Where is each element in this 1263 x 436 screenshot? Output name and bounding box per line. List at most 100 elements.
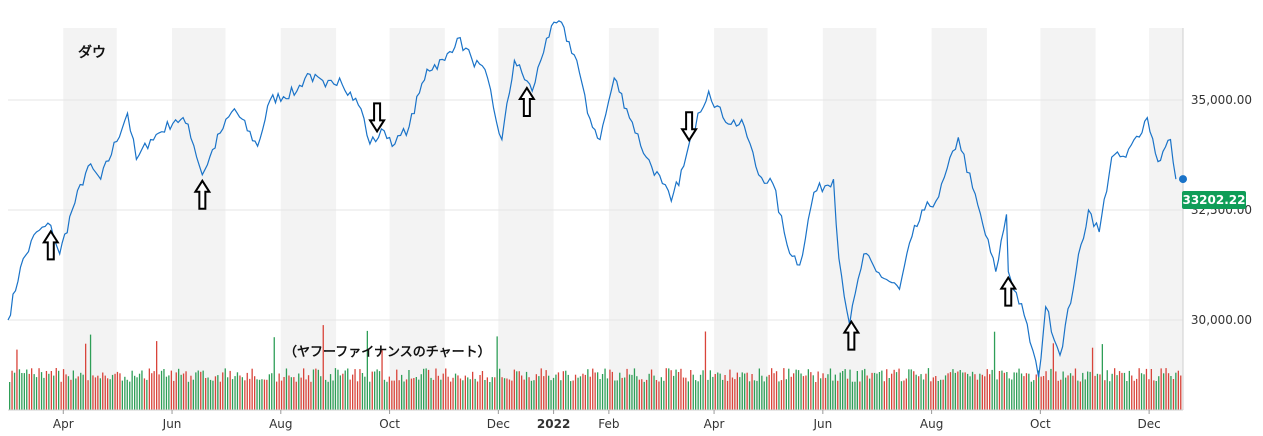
volume-bars	[9, 325, 1182, 410]
volume-bar	[136, 377, 138, 410]
x-tick-label: 2022	[537, 417, 570, 431]
volume-bar	[268, 374, 270, 410]
volume-bar	[1180, 375, 1182, 410]
volume-bar	[239, 375, 241, 410]
volume-bar	[251, 368, 253, 410]
volume-bar	[241, 377, 243, 410]
volume-bar	[682, 377, 685, 410]
volume-bar	[1163, 373, 1165, 410]
volume-bar	[739, 377, 741, 410]
volume-bar	[415, 377, 417, 410]
volume-bar	[746, 372, 748, 410]
volume-bar	[388, 376, 390, 410]
month-band	[714, 28, 768, 410]
volume-bar	[437, 375, 439, 410]
volume-bar	[356, 381, 359, 410]
volume-bar	[393, 380, 395, 410]
volume-bar	[138, 373, 141, 410]
x-axis: Apr Jun Aug Oct Dec 2022 Feb Apr Jun Aug Oct Dec	[8, 409, 1183, 431]
volume-bar	[450, 381, 452, 410]
volume-bar	[562, 371, 564, 410]
volume-bar	[339, 375, 341, 410]
volume-bar	[337, 369, 339, 410]
volume-bar	[413, 378, 415, 410]
volume-bar	[930, 381, 932, 410]
volume-bar	[1067, 375, 1069, 410]
volume-bar	[452, 377, 454, 410]
volume-bar	[317, 369, 319, 410]
volume-bar	[160, 370, 163, 410]
volume-bar	[744, 373, 746, 410]
volume-bar	[447, 376, 449, 410]
volume-bar	[467, 377, 469, 410]
volume-bar	[254, 376, 256, 410]
volume-bar	[876, 373, 878, 410]
volume-bar	[594, 372, 596, 410]
volume-bar	[141, 370, 143, 410]
volume-bar	[758, 368, 760, 410]
month-band	[498, 28, 554, 410]
volume-bar	[425, 368, 427, 410]
volume-bar	[788, 368, 790, 410]
volume-bar	[178, 368, 180, 410]
volume-bar	[344, 370, 346, 410]
volume-bar	[408, 370, 410, 410]
volume-bar	[996, 379, 998, 410]
volume-bar	[1047, 380, 1050, 410]
arrow-up-icon	[193, 178, 212, 210]
y-tick-label: 30,000.00	[1191, 313, 1252, 327]
volume-bar	[800, 373, 802, 410]
volume-bar	[303, 368, 305, 410]
volume-bar	[72, 370, 74, 410]
volume-bar	[124, 376, 126, 410]
volume-bar	[729, 369, 731, 410]
volume-bar	[1060, 379, 1062, 410]
volume-bar	[707, 379, 709, 410]
volume-bar	[285, 368, 288, 410]
volume-bar	[641, 379, 643, 410]
volume-bar	[998, 371, 1001, 410]
volume-bar	[621, 377, 623, 410]
volume-bar	[249, 378, 251, 410]
volume-bar	[469, 379, 471, 410]
volume-bar	[741, 372, 743, 410]
volume-bar	[886, 369, 888, 410]
volume-bar	[1074, 368, 1077, 410]
volume-bar	[513, 369, 515, 410]
volume-bar	[805, 375, 807, 410]
volume-bar	[432, 379, 435, 410]
volume-bar	[70, 379, 72, 410]
volume-bar	[423, 368, 425, 410]
volume-bar	[129, 381, 131, 410]
volume-bar	[555, 374, 557, 410]
volume-bar	[325, 379, 327, 410]
volume-bar	[1153, 380, 1155, 410]
volume-bar	[55, 368, 57, 410]
volume-bar	[844, 369, 846, 410]
volume-bar	[1042, 376, 1045, 410]
volume-bar	[1096, 373, 1099, 410]
volume-bar	[697, 381, 699, 410]
volume-bar	[327, 381, 329, 410]
volume-bar	[717, 372, 719, 410]
volume-bar	[462, 380, 464, 410]
volume-bar	[538, 376, 540, 410]
volume-bar	[290, 377, 292, 410]
volume-bar	[75, 378, 77, 410]
volume-bar	[109, 379, 111, 410]
volume-bar	[427, 369, 430, 410]
volume-bar	[506, 378, 508, 410]
volume-bar	[900, 381, 903, 410]
volume-bar	[658, 381, 660, 410]
volume-bar	[298, 373, 300, 410]
volume-bar	[92, 375, 94, 410]
volume-bar	[310, 381, 312, 410]
volume-bar	[665, 368, 667, 410]
volume-bar	[731, 377, 734, 410]
volume-bar	[726, 380, 729, 410]
volume-bar	[1003, 372, 1005, 410]
month-band	[1149, 28, 1183, 410]
volume-bar	[935, 376, 937, 410]
volume-bar	[856, 371, 858, 410]
